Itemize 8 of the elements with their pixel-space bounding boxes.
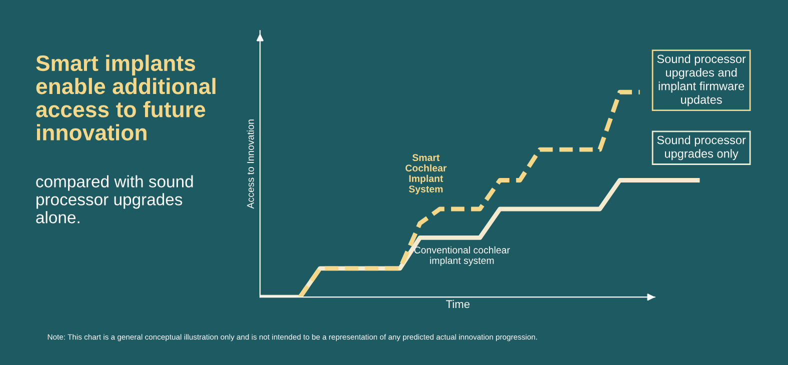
annotation: Smart Cochlear Implant System xyxy=(406,154,447,194)
x-axis-title: Time xyxy=(446,300,470,308)
text: compared with sound processor upgrades alone. xyxy=(36,175,193,224)
chart-title: Smart implants enable additional access to future innovation xyxy=(36,54,216,140)
series-label: Sound processor upgrades only xyxy=(657,136,746,160)
annotation: Conventional cochlear implant system xyxy=(414,246,510,266)
series-label: Sound processor upgrades and implant firmware updates xyxy=(657,54,746,106)
y-axis-title: Access to Innovation xyxy=(246,120,254,209)
